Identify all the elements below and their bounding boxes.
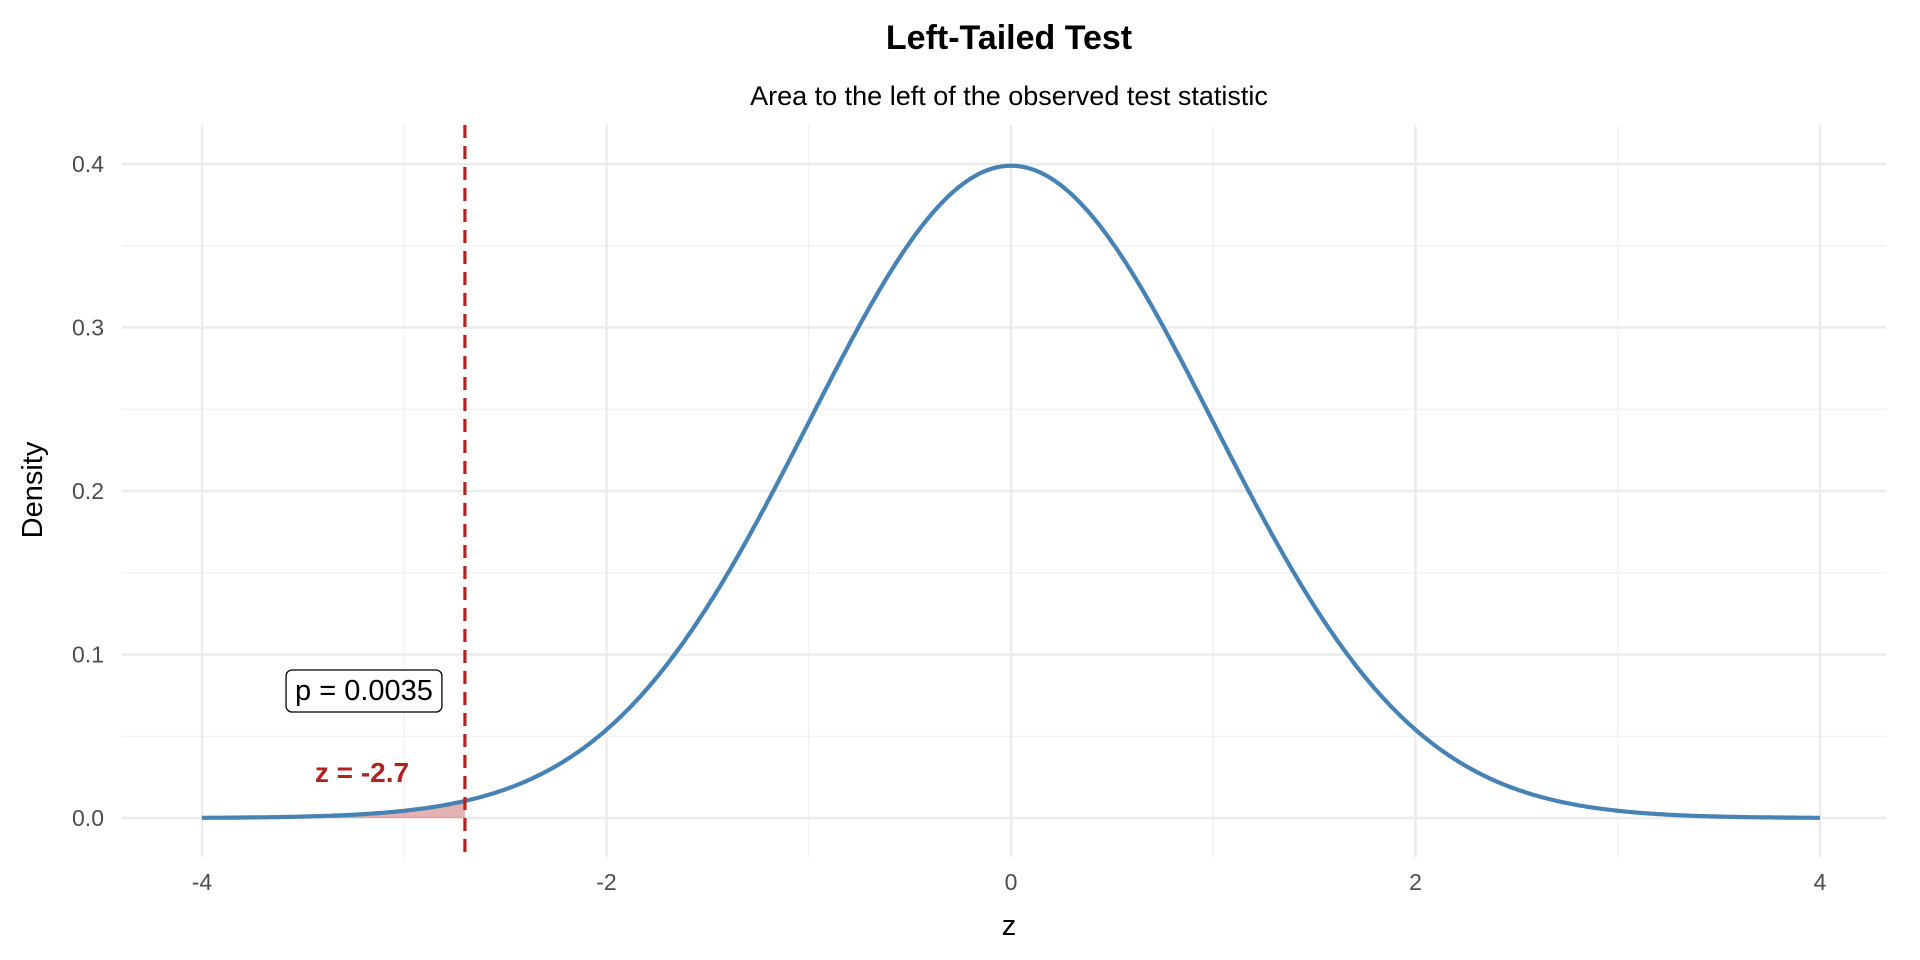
density-curve [202, 163, 1820, 820]
y-axis-label: Density [17, 441, 49, 538]
x-tick-label: -2 [596, 869, 616, 895]
x-axis-ticks: -4 -2 0 2 4 [192, 869, 1827, 895]
y-tick-label: 0.3 [72, 315, 104, 341]
p-value-label-box [285, 669, 443, 713]
x-axis-label: z [1002, 910, 1017, 942]
x-tick-label: 0 [1005, 869, 1018, 895]
y-tick-label: 0.2 [72, 478, 104, 504]
y-tick-label: 0.1 [72, 642, 104, 668]
p-value-label: p = 0.0035 [285, 669, 443, 713]
y-axis-ticks: 0.0 0.1 0.2 0.3 0.4 [72, 151, 104, 831]
y-tick-label: 0.4 [72, 151, 104, 177]
y-tick-label: 0.0 [72, 805, 104, 831]
grid [122, 125, 1886, 857]
z-value-label: z = -2.7 [315, 757, 409, 788]
chart-subtitle: Area to the left of the observed test st… [750, 81, 1268, 111]
p-value-text: p = 0.0035 [295, 675, 433, 707]
x-tick-label: 2 [1409, 869, 1422, 895]
p-value-shaded-area [202, 801, 465, 818]
x-tick-label: -4 [192, 869, 213, 895]
x-tick-label: 4 [1814, 869, 1827, 895]
chart-title: Left-Tailed Test [886, 19, 1132, 57]
